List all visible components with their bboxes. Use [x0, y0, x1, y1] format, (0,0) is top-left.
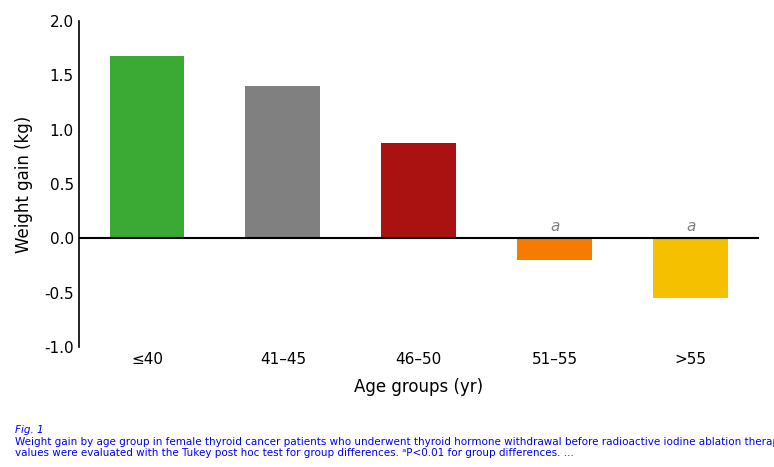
Text: Fig. 1: Fig. 1: [15, 425, 44, 435]
Text: a: a: [550, 219, 560, 234]
Bar: [245, 86, 320, 238]
X-axis label: Age groups (yr): Age groups (yr): [354, 378, 483, 396]
Text: Weight gain by age group in female thyroid cancer patients who underwent thyroid: Weight gain by age group in female thyro…: [15, 437, 774, 458]
Bar: [517, 238, 592, 260]
Bar: [110, 56, 184, 238]
Bar: [653, 238, 728, 298]
Y-axis label: Weight gain (kg): Weight gain (kg): [15, 115, 33, 253]
Text: a: a: [686, 219, 695, 234]
Bar: [382, 143, 456, 238]
